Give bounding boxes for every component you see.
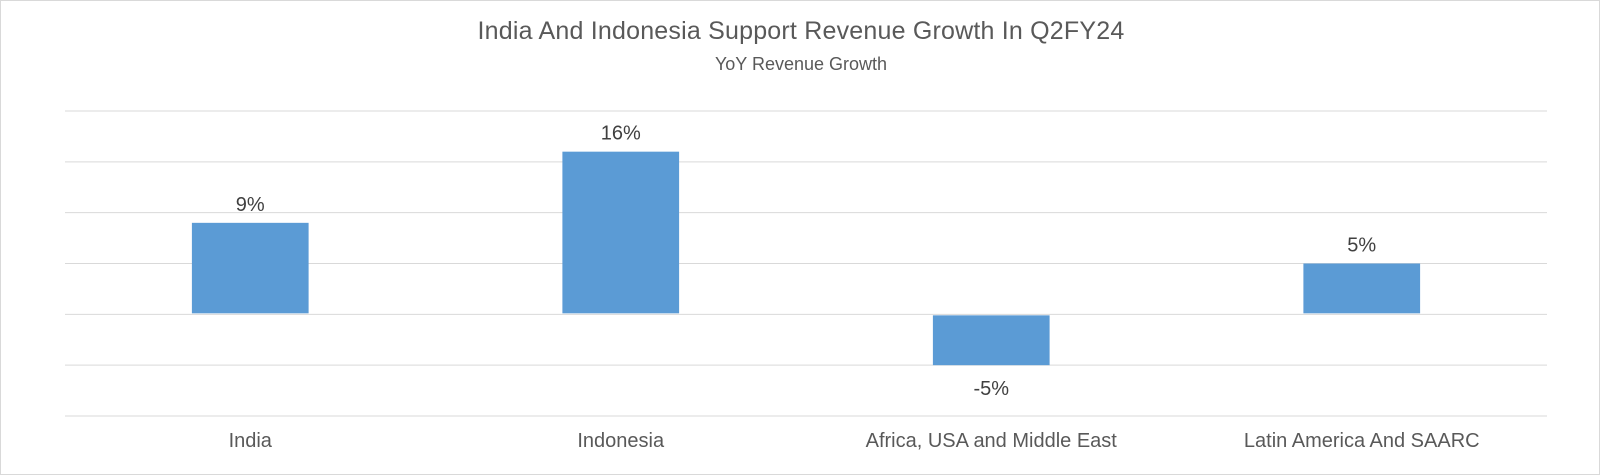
bar [1303, 263, 1421, 314]
category-label: Africa, USA and Middle East [866, 430, 1118, 452]
category-label: Indonesia [577, 430, 665, 452]
bar [562, 151, 680, 314]
bar [932, 315, 1050, 366]
category-label: Latin America And SAARC [1244, 430, 1480, 452]
data-label: 16% [601, 123, 641, 145]
category-labels: India Indonesia Africa, USA and Middle Eas… [229, 430, 1480, 452]
bar [191, 222, 309, 314]
bars [191, 151, 1421, 366]
data-label: 9% [236, 194, 265, 216]
category-label: India [229, 430, 273, 452]
data-label: -5% [973, 378, 1009, 400]
gridlines [65, 110, 1547, 417]
value-labels: 9% 16% -5% 5% [236, 123, 1377, 400]
data-label: 5% [1347, 235, 1376, 257]
chart-title: India And Indonesia Support Revenue Grow… [477, 17, 1125, 45]
chart-subtitle: YoY Revenue Growth [714, 54, 888, 74]
